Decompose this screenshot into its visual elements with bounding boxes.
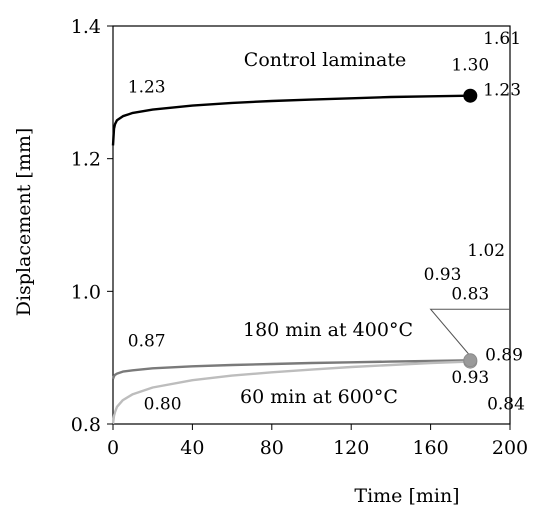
callout-lines bbox=[429, 308, 510, 357]
x-tick-label: 200 bbox=[492, 437, 528, 459]
value-annotation: 0.87 bbox=[128, 331, 166, 351]
y-tick-label: 1.0 bbox=[71, 281, 101, 303]
value-annotation: 1.30 bbox=[451, 55, 489, 75]
series-markers bbox=[463, 88, 478, 369]
x-tick-label: 80 bbox=[260, 437, 284, 459]
value-annotation: 0.93 bbox=[424, 265, 462, 285]
value-annotation: 0.80 bbox=[144, 394, 182, 414]
y-tick-label: 0.8 bbox=[71, 414, 101, 436]
value-annotation: 1.23 bbox=[483, 81, 521, 101]
series-label-600c: 60 min at 600°C bbox=[240, 386, 398, 408]
value-annotation: 0.89 bbox=[485, 345, 523, 365]
x-tick-label: 120 bbox=[333, 437, 369, 459]
axis-ticks: 0 40 80 120 160 200 0.8 1.0 1.2 1.4 bbox=[71, 16, 528, 459]
series-label-control: Control laminate bbox=[244, 49, 406, 71]
value-annotation: 1.23 bbox=[128, 77, 166, 97]
value-annotation: 1.61 bbox=[483, 29, 521, 49]
y-tick-label: 1.2 bbox=[71, 149, 101, 171]
value-annotations: 1.611.301.231.231.020.930.830.870.890.93… bbox=[128, 29, 525, 414]
callout-line bbox=[429, 308, 510, 357]
value-annotation: 1.02 bbox=[467, 241, 505, 261]
series-line-400c bbox=[111, 359, 471, 380]
series-line-600c bbox=[111, 360, 471, 425]
end-marker-400c bbox=[463, 353, 478, 368]
x-tick-label: 0 bbox=[107, 437, 119, 459]
value-annotation: 0.93 bbox=[451, 368, 489, 388]
x-tick-label: 40 bbox=[180, 437, 204, 459]
series-curves bbox=[111, 94, 471, 425]
y-axis-title: Displacement [mm] bbox=[13, 128, 35, 317]
value-annotation: 0.83 bbox=[451, 284, 489, 304]
x-axis-title: Time [min] bbox=[354, 485, 459, 507]
series-line-control bbox=[111, 94, 471, 146]
y-tick-label: 1.4 bbox=[71, 16, 101, 38]
plot-frame bbox=[112, 25, 511, 425]
x-tick-label: 160 bbox=[412, 437, 448, 459]
series-label-400c: 180 min at 400°C bbox=[243, 319, 413, 341]
end-marker-control bbox=[463, 88, 478, 103]
value-annotation: 0.84 bbox=[487, 394, 525, 414]
